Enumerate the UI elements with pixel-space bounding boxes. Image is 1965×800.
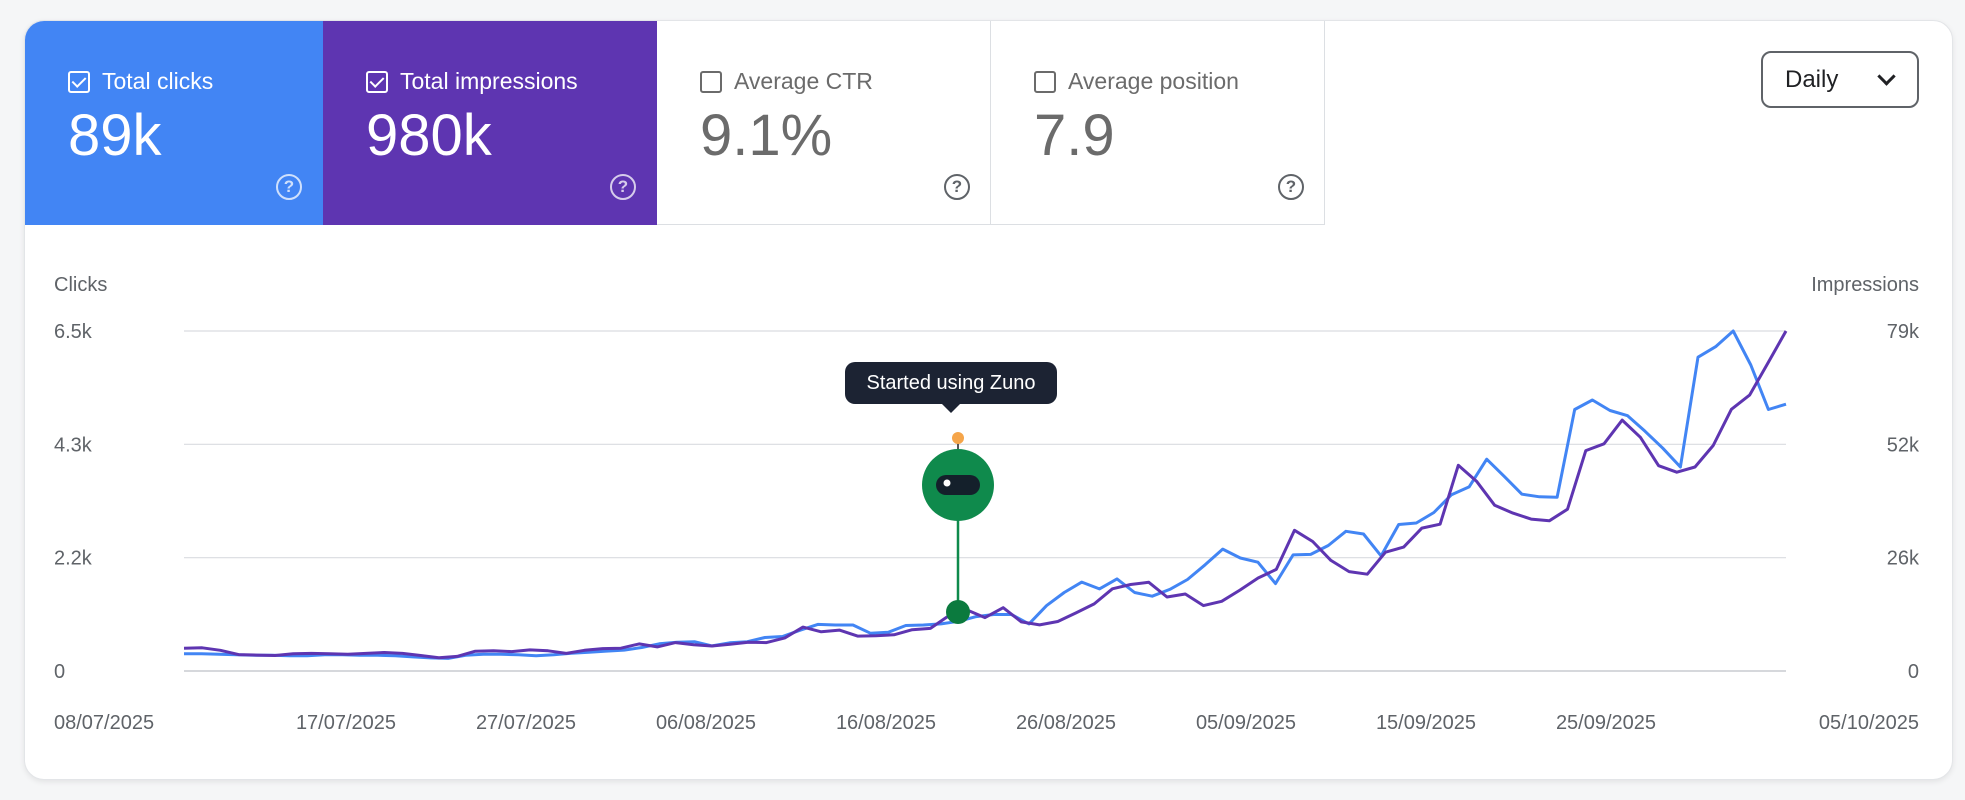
metric-label: Average CTR bbox=[734, 68, 873, 94]
x-tick-label: 26/08/2025 bbox=[1016, 712, 1116, 734]
y-tick-label-right: 52k bbox=[1887, 434, 1920, 456]
metric-header: Total clicks bbox=[68, 68, 213, 95]
metric-tab-average-position[interactable]: Average position 7.9 ? bbox=[991, 21, 1325, 225]
metric-value: 89k bbox=[68, 103, 162, 168]
granularity-dropdown[interactable]: Daily bbox=[1761, 51, 1919, 108]
metric-value: 980k bbox=[366, 103, 492, 168]
help-icon[interactable]: ? bbox=[1278, 174, 1304, 200]
x-tick-label: 25/09/2025 bbox=[1556, 712, 1656, 734]
metric-header: Average CTR bbox=[700, 68, 873, 95]
metric-tabs: Total clicks 89k ? Total impressions 980… bbox=[25, 21, 1325, 225]
annotation-dot bbox=[946, 600, 970, 624]
metric-value: 7.9 bbox=[1034, 103, 1115, 168]
y-ticks: 0 0 2.2k 26k 4.3k 52k 6.5k 79k bbox=[54, 321, 1920, 683]
y-tick-label-left: 0 bbox=[54, 661, 65, 683]
series-line bbox=[183, 330, 1788, 660]
x-tick-label: 17/07/2025 bbox=[296, 712, 396, 734]
help-icon[interactable]: ? bbox=[944, 174, 970, 200]
x-tick-label: 06/08/2025 bbox=[656, 712, 756, 734]
checkbox-checked-icon[interactable] bbox=[68, 70, 90, 93]
y-tick-label-right: 26k bbox=[1887, 548, 1920, 570]
y-tick-label-left: 6.5k bbox=[54, 321, 93, 343]
x-tick-label: 05/09/2025 bbox=[1196, 712, 1296, 734]
series-lines bbox=[183, 329, 1788, 660]
metric-header: Average position bbox=[1034, 68, 1239, 95]
y-tick-label-right: 0 bbox=[1908, 661, 1919, 683]
checkbox-unchecked-icon[interactable] bbox=[700, 70, 722, 93]
y-axis-label-right: Impressions bbox=[1811, 274, 1919, 296]
x-tick-label: 08/07/2025 bbox=[54, 712, 154, 734]
metric-tab-total-impressions[interactable]: Total impressions 980k ? bbox=[323, 21, 657, 225]
x-tick-label: 16/08/2025 bbox=[836, 712, 936, 734]
help-icon[interactable]: ? bbox=[610, 174, 636, 200]
checkbox-checked-icon[interactable] bbox=[366, 70, 388, 93]
performance-card: Total clicks 89k ? Total impressions 980… bbox=[24, 20, 1953, 780]
x-tick-label: 15/09/2025 bbox=[1376, 712, 1476, 734]
metric-header: Total impressions bbox=[366, 68, 578, 95]
y-tick-label-right: 79k bbox=[1887, 321, 1920, 343]
help-icon[interactable]: ? bbox=[276, 174, 302, 200]
metric-label: Total clicks bbox=[102, 68, 214, 94]
annotation-tooltip: Started using Zuno bbox=[845, 362, 1057, 413]
x-ticks: 08/07/2025 17/07/2025 27/07/2025 06/08/2025… bbox=[54, 712, 1919, 734]
metric-label: Total impressions bbox=[400, 68, 578, 94]
robot-icon bbox=[922, 432, 994, 521]
y-tick-label-left: 4.3k bbox=[54, 434, 93, 456]
annotation-marker[interactable] bbox=[922, 432, 994, 624]
x-tick-label: 27/07/2025 bbox=[476, 712, 576, 734]
metric-tab-average-ctr[interactable]: Average CTR 9.1% ? bbox=[657, 21, 991, 225]
performance-chart: Clicks Impressions 0 0 2.2k 26k 4.3k 52k 6.5k 7… bbox=[54, 274, 1920, 734]
grid-lines bbox=[184, 330, 1786, 672]
granularity-selected: Daily bbox=[1785, 65, 1839, 93]
metric-label: Average position bbox=[1068, 68, 1239, 94]
metric-tab-total-clicks[interactable]: Total clicks 89k ? bbox=[25, 21, 323, 225]
checkbox-unchecked-icon[interactable] bbox=[1034, 70, 1056, 93]
y-tick-label-left: 2.2k bbox=[54, 548, 93, 570]
x-tick-label: 05/10/2025 bbox=[1819, 712, 1919, 734]
metric-value: 9.1% bbox=[700, 103, 833, 168]
y-axis-label-left: Clicks bbox=[54, 274, 107, 296]
